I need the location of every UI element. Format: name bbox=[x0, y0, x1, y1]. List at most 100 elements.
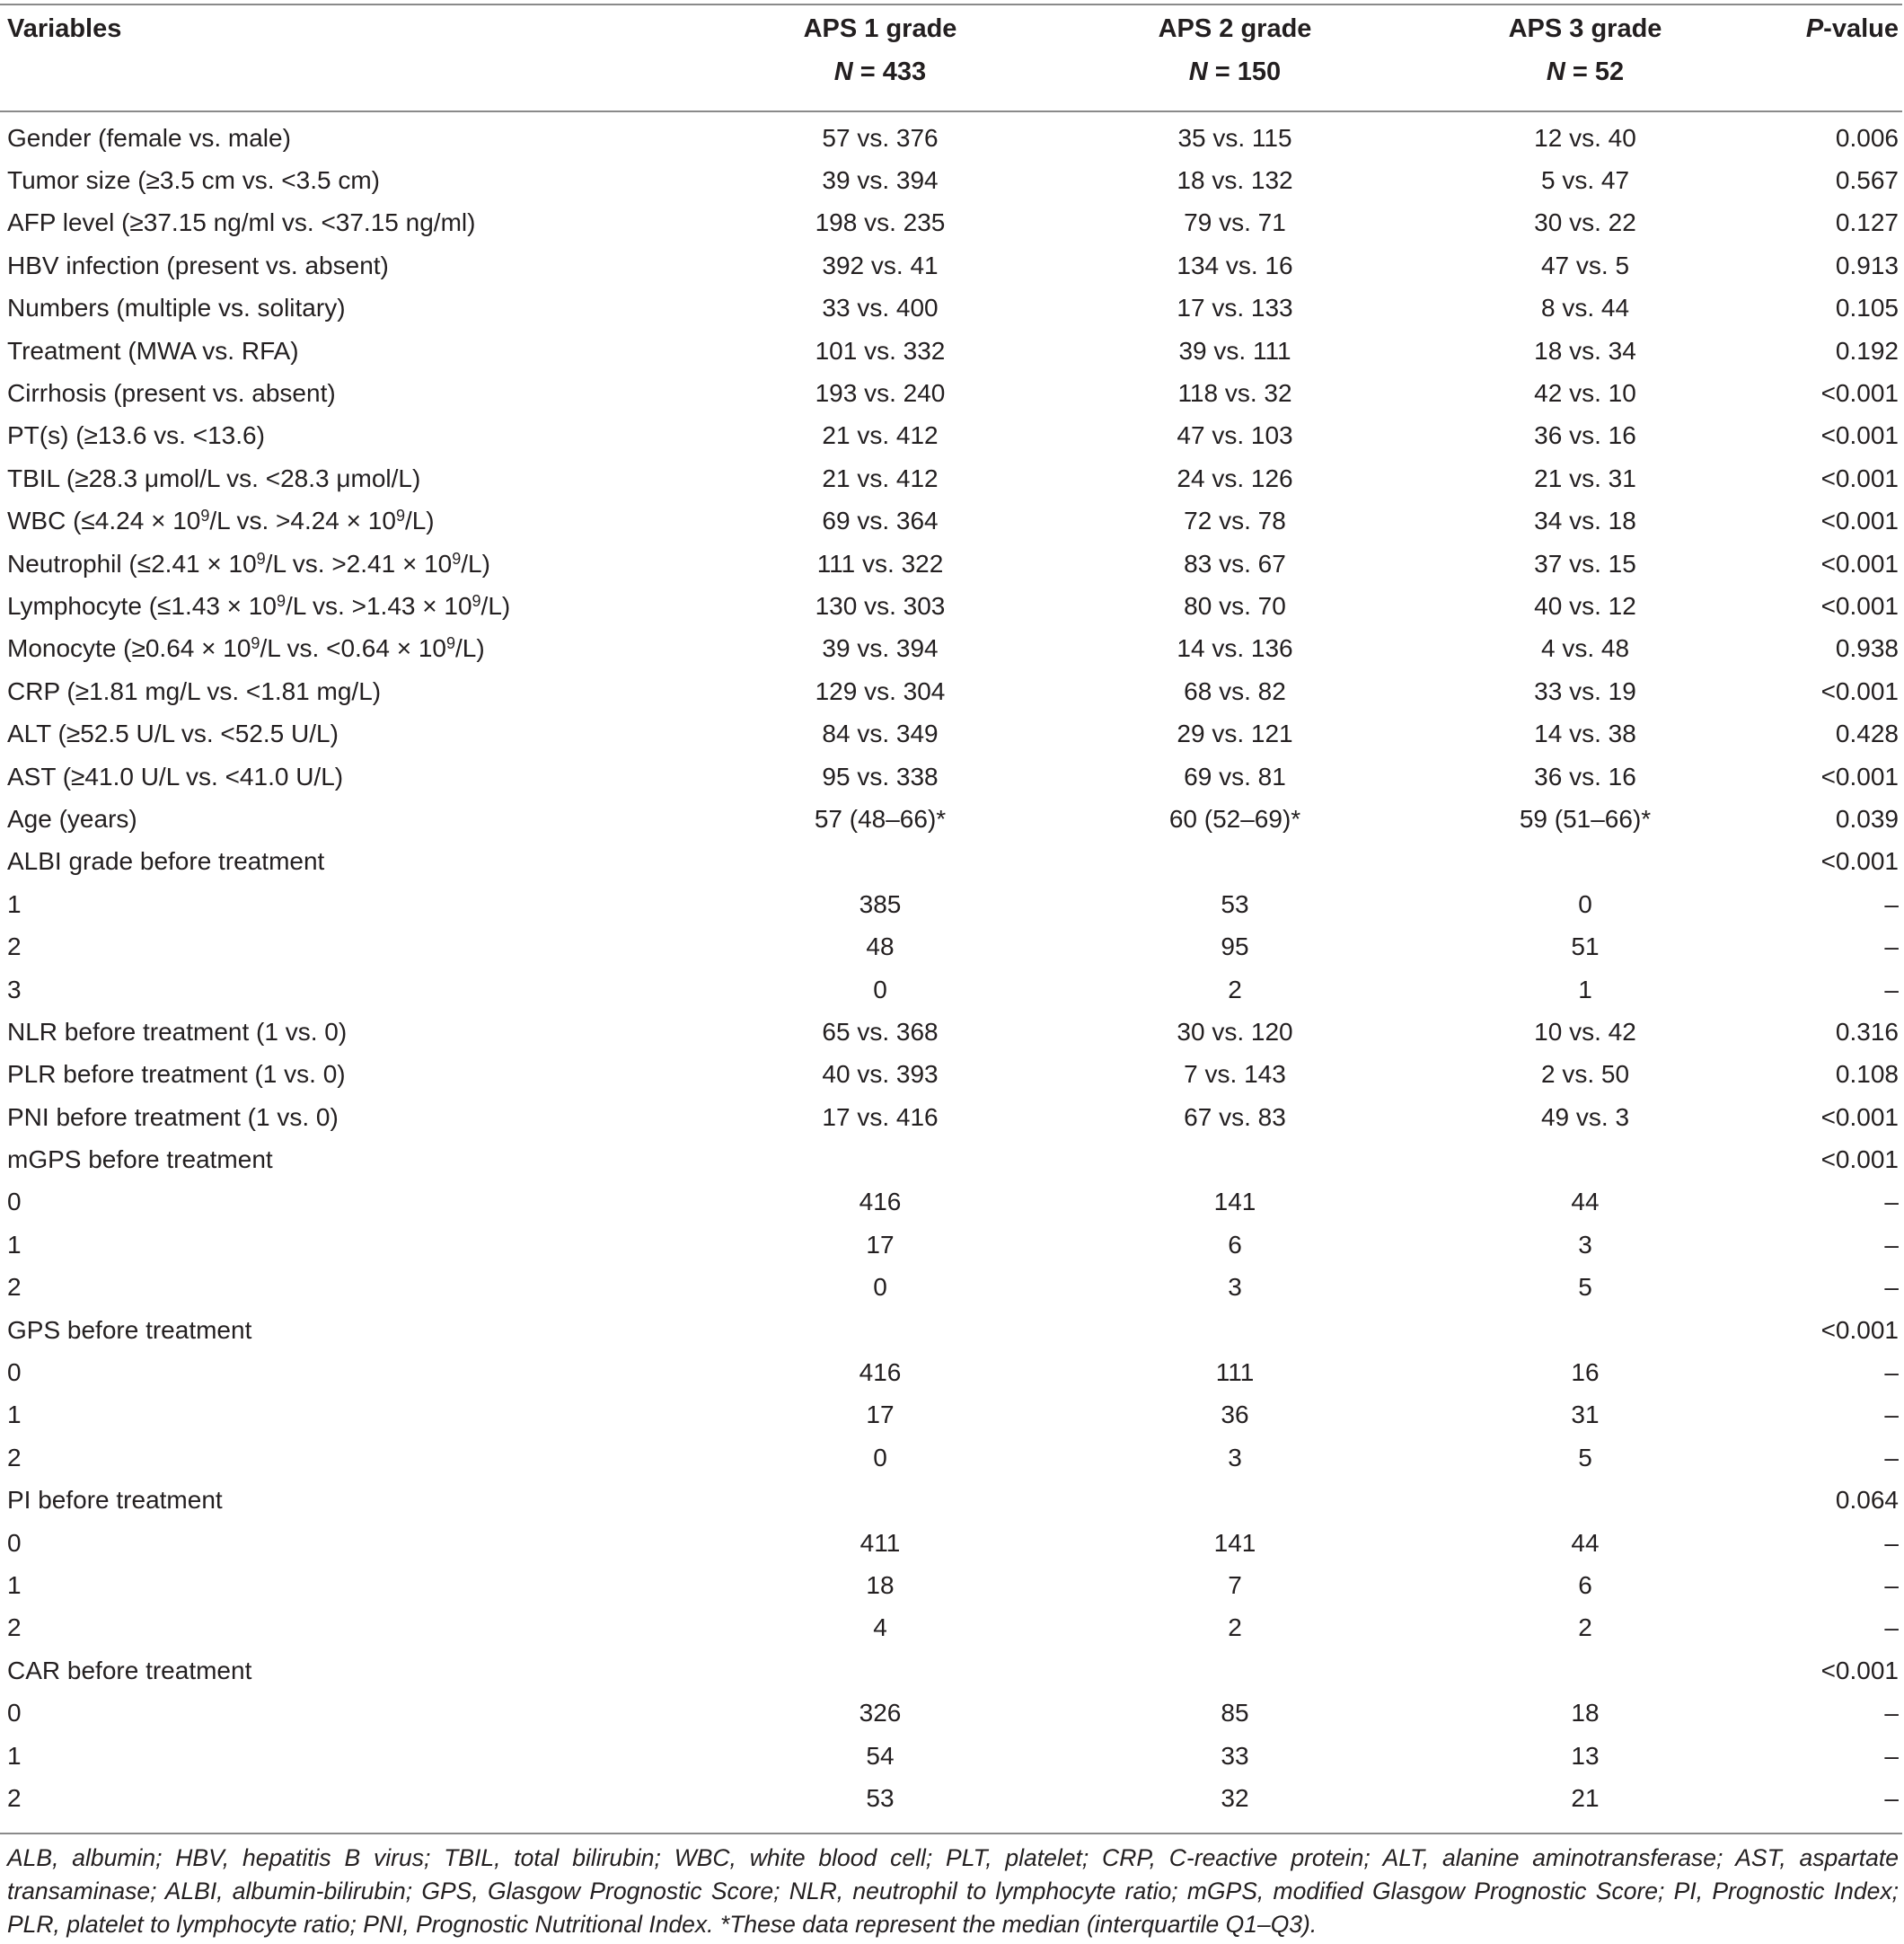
cell-aps2: 18 vs. 132 bbox=[1177, 166, 1293, 195]
cell-aps1: 17 bbox=[866, 1401, 895, 1429]
cell-p-value: – bbox=[1884, 1528, 1899, 1557]
label-part: Lymphocyte (≤1.43 × 10 bbox=[7, 591, 277, 620]
cell-aps1: 54 bbox=[866, 1741, 895, 1770]
cell-p-value: <0.001 bbox=[1820, 549, 1899, 578]
cell-aps3: 30 vs. 22 bbox=[1534, 208, 1636, 237]
cell-aps3: 18 bbox=[1571, 1699, 1600, 1728]
cell-p-value: – bbox=[1884, 1188, 1899, 1216]
cell-aps1: 416 bbox=[859, 1188, 902, 1216]
cell-p-value: <0.001 bbox=[1820, 507, 1899, 535]
cell-p-value: 0.316 bbox=[1835, 1017, 1899, 1046]
cell-aps2: 3 bbox=[1228, 1443, 1242, 1471]
cell-aps2: 69 vs. 81 bbox=[1184, 762, 1286, 791]
cell-aps1: 48 bbox=[866, 932, 895, 961]
cell-p-value: 0.064 bbox=[1835, 1486, 1899, 1515]
label-part: /L vs. <0.64 × 10 bbox=[260, 634, 446, 663]
cell-aps2: 118 vs. 32 bbox=[1177, 379, 1292, 408]
cell-aps3: 5 vs. 47 bbox=[1540, 166, 1630, 195]
cell-aps3: 10 vs. 42 bbox=[1534, 1017, 1636, 1046]
cell-aps3: 18 vs. 34 bbox=[1534, 336, 1636, 365]
cell-aps2: 3 bbox=[1228, 1273, 1242, 1302]
table-row: AST (≥41.0 U/L vs. <41.0 U/L) 95 vs. 338 6… bbox=[0, 756, 1902, 798]
cell-aps1: 0 bbox=[873, 975, 887, 1003]
cell-aps2: 14 vs. 136 bbox=[1177, 634, 1293, 663]
table-row: 0 416 141 44 – bbox=[0, 1181, 1902, 1224]
header-aps3-n-italic: N bbox=[1546, 57, 1565, 86]
cell-aps1: 193 vs. 240 bbox=[815, 379, 946, 408]
cell-aps3: 12 vs. 40 bbox=[1534, 123, 1636, 152]
cell-aps3: 40 vs. 12 bbox=[1534, 591, 1636, 620]
cell-aps3: 14 vs. 38 bbox=[1534, 720, 1636, 748]
table-row: TBIL (≥28.3 μmol/L vs. <28.3 μmol/L) 21 v… bbox=[0, 457, 1902, 499]
cell-aps2: 85 bbox=[1221, 1699, 1249, 1728]
cell-aps3: 2 bbox=[1578, 1613, 1592, 1642]
label-superscript: 9 bbox=[452, 549, 462, 568]
label-part: WBC (≤4.24 × 10 bbox=[7, 507, 201, 535]
cell-aps3: 21 bbox=[1571, 1783, 1600, 1812]
cell-aps1: 69 vs. 364 bbox=[822, 507, 939, 535]
cell-variable: NLR before treatment (1 vs. 0) bbox=[7, 1017, 348, 1046]
cell-aps3: 3 bbox=[1578, 1230, 1592, 1259]
label-superscript: 9 bbox=[251, 634, 260, 653]
table-row: 1 54 33 13 – bbox=[0, 1735, 1902, 1777]
table-row: CAR before treatment <0.001 bbox=[0, 1649, 1902, 1692]
cell-aps1: 111 vs. 322 bbox=[816, 549, 944, 578]
table-row: Monocyte (≥0.64 × 109/L vs. <0.64 × 109/… bbox=[0, 628, 1902, 670]
table-row: Treatment (MWA vs. RFA) 101 vs. 332 39 vs.… bbox=[0, 330, 1902, 372]
cell-aps3 bbox=[1410, 841, 1760, 883]
cell-variable: CRP (≥1.81 mg/L vs. <1.81 mg/L) bbox=[7, 676, 382, 705]
table-row: 2 53 32 21 – bbox=[0, 1777, 1902, 1819]
cell-aps3: 37 vs. 15 bbox=[1534, 549, 1636, 578]
label-superscript: 9 bbox=[472, 591, 481, 610]
cell-aps2 bbox=[1060, 1649, 1410, 1692]
table-row: Cirrhosis (present vs. absent) 193 vs. 24… bbox=[0, 372, 1902, 414]
cell-aps2: 72 vs. 78 bbox=[1184, 507, 1286, 535]
header-aps1-n: N = 433 bbox=[701, 50, 1060, 93]
cell-variable: Treatment (MWA vs. RFA) bbox=[7, 336, 299, 365]
table-row: PNI before treatment (1 vs. 0) 17 vs. 416… bbox=[0, 1096, 1902, 1138]
table-row: 0 411 141 44 – bbox=[0, 1522, 1902, 1564]
cell-aps1: 57 vs. 376 bbox=[822, 123, 939, 152]
cell-p-value: 0.938 bbox=[1835, 634, 1899, 663]
cell-aps2: 33 bbox=[1221, 1741, 1249, 1770]
cell-aps2: 111 bbox=[1215, 1358, 1255, 1387]
label-superscript: 9 bbox=[446, 634, 456, 653]
cell-p-value: – bbox=[1884, 932, 1899, 961]
cell-aps2: 83 vs. 67 bbox=[1184, 549, 1286, 578]
label-part: Monocyte (≥0.64 × 10 bbox=[7, 634, 251, 663]
table-row: 1 17 6 3 – bbox=[0, 1224, 1902, 1266]
cell-aps3: 8 vs. 44 bbox=[1540, 294, 1630, 323]
cell-aps1: 57 (48–66)* bbox=[814, 804, 947, 833]
table-row: Lymphocyte (≤1.43 × 109/L vs. >1.43 × 10… bbox=[0, 585, 1902, 627]
cell-aps1: 53 bbox=[866, 1783, 895, 1812]
header-p-suffix: -value bbox=[1823, 13, 1899, 43]
cell-aps1: 411 bbox=[859, 1528, 901, 1557]
cell-variable: PT(s) (≥13.6 vs. <13.6) bbox=[7, 421, 265, 450]
table-row: PI before treatment 0.064 bbox=[0, 1480, 1902, 1522]
cell-aps1 bbox=[701, 1649, 1060, 1692]
cell-aps3: 13 bbox=[1571, 1741, 1600, 1770]
cell-variable: Monocyte (≥0.64 × 109/L vs. <0.64 × 109/… bbox=[0, 628, 701, 670]
cell-aps1: 392 vs. 41 bbox=[822, 251, 939, 279]
cell-variable: mGPS before treatment bbox=[7, 1145, 273, 1174]
cell-aps2: 67 vs. 83 bbox=[1184, 1102, 1286, 1131]
cell-variable: 2 bbox=[7, 1273, 22, 1302]
cell-aps3: 42 vs. 10 bbox=[1534, 379, 1636, 408]
header-aps1-label: APS 1 grade bbox=[803, 13, 957, 43]
cell-p-value: <0.001 bbox=[1820, 464, 1899, 492]
cell-p-value: – bbox=[1884, 1443, 1899, 1471]
cell-p-value: – bbox=[1884, 1570, 1899, 1599]
cell-p-value: – bbox=[1884, 1741, 1899, 1770]
cell-aps2 bbox=[1060, 1480, 1410, 1522]
table-row: PLR before treatment (1 vs. 0) 40 vs. 393… bbox=[0, 1054, 1902, 1096]
label-superscript: 9 bbox=[276, 591, 286, 610]
cell-variable: AST (≥41.0 U/L vs. <41.0 U/L) bbox=[7, 762, 344, 791]
table-row: Tumor size (≥3.5 cm vs. <3.5 cm) 39 vs. 3… bbox=[0, 159, 1902, 201]
cell-aps3: 6 bbox=[1578, 1570, 1592, 1599]
table-row: Gender (female vs. male) 57 vs. 376 35 vs.… bbox=[0, 117, 1902, 159]
table-footnote: ALB, albumin; HBV, hepatitis B virus; TB… bbox=[7, 1844, 1899, 1938]
label-part: /L vs. >2.41 × 10 bbox=[265, 549, 453, 578]
cell-aps1: 18 bbox=[866, 1570, 895, 1599]
cell-p-value: – bbox=[1884, 1230, 1899, 1259]
